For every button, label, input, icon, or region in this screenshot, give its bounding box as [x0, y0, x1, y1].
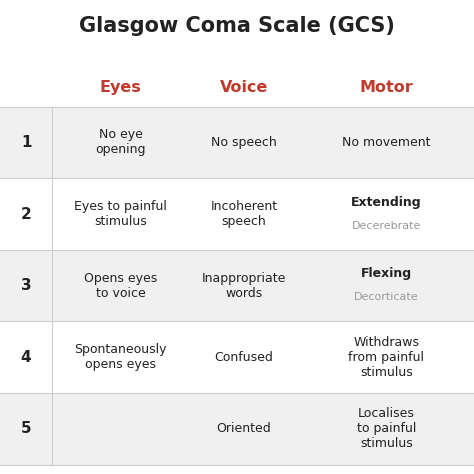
Bar — [0, 321, 474, 393]
Text: Opens eyes
to voice: Opens eyes to voice — [84, 272, 157, 300]
Text: 2: 2 — [21, 207, 31, 221]
Text: Decerebrate: Decerebrate — [352, 221, 421, 231]
Bar — [0, 393, 474, 465]
Text: 5: 5 — [21, 421, 31, 436]
Text: Glasgow Coma Scale (GCS): Glasgow Coma Scale (GCS) — [79, 16, 395, 36]
Text: No speech: No speech — [211, 136, 277, 149]
Text: 3: 3 — [21, 278, 31, 293]
Text: Withdraws
from painful
stimulus: Withdraws from painful stimulus — [348, 336, 424, 379]
Text: No movement: No movement — [342, 136, 430, 149]
Text: Oriented: Oriented — [217, 422, 272, 435]
Text: No eye
opening: No eye opening — [96, 128, 146, 156]
Text: Motor: Motor — [359, 80, 413, 95]
Bar — [0, 178, 474, 250]
Text: Voice: Voice — [220, 80, 268, 95]
Text: Eyes: Eyes — [100, 80, 142, 95]
Text: 4: 4 — [21, 350, 31, 365]
Text: Extending: Extending — [351, 196, 421, 209]
Text: Confused: Confused — [215, 351, 273, 364]
Bar — [0, 107, 474, 178]
Text: Spontaneously
opens eyes: Spontaneously opens eyes — [74, 343, 167, 371]
Text: Eyes to painful
stimulus: Eyes to painful stimulus — [74, 200, 167, 228]
Text: Flexing: Flexing — [361, 267, 412, 280]
Text: Incoherent
speech: Incoherent speech — [210, 200, 278, 228]
Bar — [0, 69, 474, 107]
Text: Localises
to painful
stimulus: Localises to painful stimulus — [356, 407, 416, 450]
Text: Inappropriate
words: Inappropriate words — [202, 272, 286, 300]
Text: 1: 1 — [21, 135, 31, 150]
Text: Decorticate: Decorticate — [354, 292, 419, 302]
Bar — [0, 250, 474, 321]
